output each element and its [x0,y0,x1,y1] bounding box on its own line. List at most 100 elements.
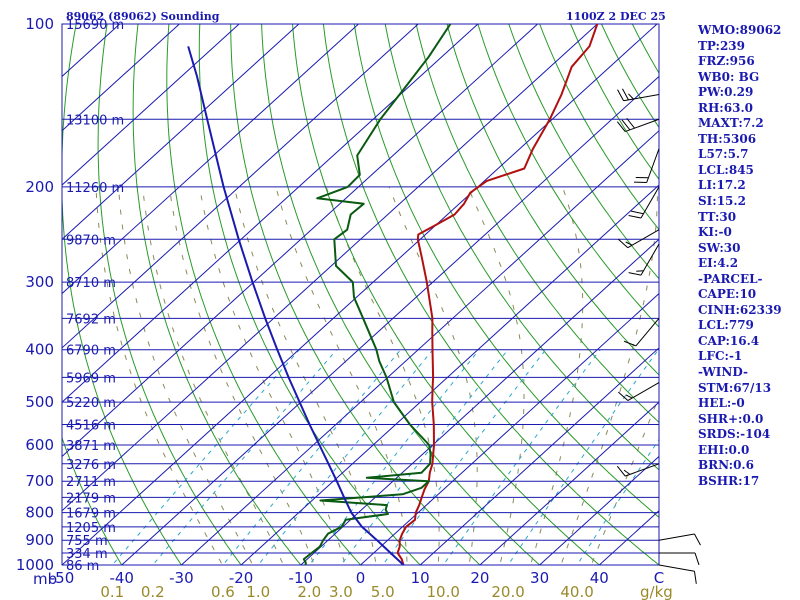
wind-barb-flag [618,238,629,249]
pressure-label: 900 [25,531,54,549]
height-label: 4516 m [66,419,116,434]
valid-time: 1100Z 2 DEC 25 [566,10,666,23]
moist-adiabat [560,186,658,565]
height-label: 1679 m [66,507,116,522]
wind-barb-flag [628,93,634,100]
mixing-ratio-line [111,349,300,565]
mixing-ratio-line [382,349,547,565]
index-line: HEL:-0 [698,396,745,411]
index-line: WMO:89062 [698,23,782,37]
index-line: SW:30 [698,240,741,255]
wind-barb-flag [631,210,644,215]
dewpoint-trace [302,24,452,565]
pressure-labels: 100 200 300 400 500 600 700 800 900 1000 [16,15,54,574]
height-label: 5220 m [66,396,116,411]
wind-barb-staff [646,148,660,183]
pressure-unit-label: mb [33,570,57,588]
index-line: SHR+:0.0 [698,411,764,426]
isotherm-line [62,24,300,240]
isotherm-line [419,347,659,565]
index-line: PW:0.29 [698,85,754,100]
temperature-tick-label: 40 [590,569,609,587]
index-line: SRDS:-104 [698,427,771,442]
isotherm-line [479,401,659,565]
height-label: 86 m [66,559,99,574]
wind-barb [617,88,660,102]
isotherm-line [180,130,659,565]
pressure-label: 700 [25,472,54,490]
mixing-ratio-lines [111,349,659,565]
index-line: LI:17.2 [698,178,746,193]
dry-adiabat [198,24,421,565]
temperature-tick-label: -50 [50,569,75,587]
wind-barb-staff [640,243,660,276]
index-line: TH:5306 [698,131,757,146]
indices-panel: WMO:89062 TP:239 FRZ:956 WB0: BG PW:0.29 RH:6… [698,23,798,489]
height-label: 11260 m [66,181,124,196]
wind-barb-flag [616,121,626,132]
mixing-ratio-line [507,349,659,565]
height-label: 2179 m [66,491,116,506]
index-line: KI:-0 [698,225,732,240]
mixing-ratio-tick-label: 0.6 [211,583,235,600]
height-label: 8710 m [66,276,116,291]
height-labels: 15690 m 13100 m 11260 m 9870 m 8710 m 7692 m 6… [66,18,124,574]
pressure-label: 500 [25,393,54,411]
wind-barb-flag [622,88,629,101]
mixing-ratio-unit-label: g/kg [640,583,673,600]
isotherm-line [359,292,659,565]
moist-adiabat [199,186,346,565]
index-line: RH:63.0 [698,100,753,115]
wind-barbs [616,88,701,584]
mixing-ratio-tick-label: 2.0 [297,583,321,600]
pressure-label: 800 [25,504,54,522]
mixing-ratio-tick-label: 0.1 [100,583,124,600]
wind-barb [618,382,660,401]
index-line: CAP:16.4 [698,333,760,348]
mixing-ratio-tick-label: 3.0 [329,583,353,600]
moist-adiabat [142,186,284,565]
mixing-ratio-line [308,349,480,565]
height-label: 755 m [66,534,108,549]
isotherm-line [0,0,28,576]
height-label: 9870 m [66,233,116,248]
temperature-labels: -50 -40 -30 -20 -10 0 10 20 30 40 C [50,569,664,587]
index-line: TT:30 [698,209,737,224]
isotherm-line [62,24,419,349]
wind-barb-flag [625,241,633,246]
pressure-label: 600 [25,436,54,454]
wind-barb-staff [625,118,660,133]
temperature-tick-label: 30 [530,569,549,587]
isobars [62,23,659,566]
mixing-ratio-tick-label: 0.2 [141,583,165,600]
mixing-ratio-line [257,349,434,565]
station-title: 89062 (89062) Sounding [66,10,220,23]
wind-barb-flag [694,533,701,546]
mixing-ratio-tick-label: 5.0 [371,583,395,600]
wind-barb [658,533,701,546]
pressure-label: 300 [25,273,54,291]
isotherm-line [62,24,539,458]
mixing-ratio-labels: 0.1 0.2 0.6 1.0 2.0 3.0 5.0 10.0 20.0 40.0 [100,583,593,600]
pressure-label: 400 [25,341,54,359]
wind-barb-flag [621,119,631,131]
isotherm-line [240,184,659,565]
temperature-tick-label: 0 [356,569,366,587]
height-label: 3871 m [66,439,116,454]
height-label: 1205 m [66,521,116,536]
wind-barb-flag [626,117,635,129]
wind-barb [628,243,660,276]
wind-barb-staff [627,229,660,249]
height-label: 7692 m [66,312,116,327]
isotherm-line [62,24,360,295]
index-line: MAXT:7.2 [698,116,764,131]
plot-frame [61,23,660,566]
wind-barb [634,148,660,184]
isotherms [0,0,659,576]
wind-barb [618,229,660,249]
temperature-tick-label: 20 [470,569,489,587]
temperature-trace [396,24,599,565]
wind-barb [628,186,660,219]
height-label: 5969 m [66,371,116,386]
dry-adiabats [62,24,659,565]
